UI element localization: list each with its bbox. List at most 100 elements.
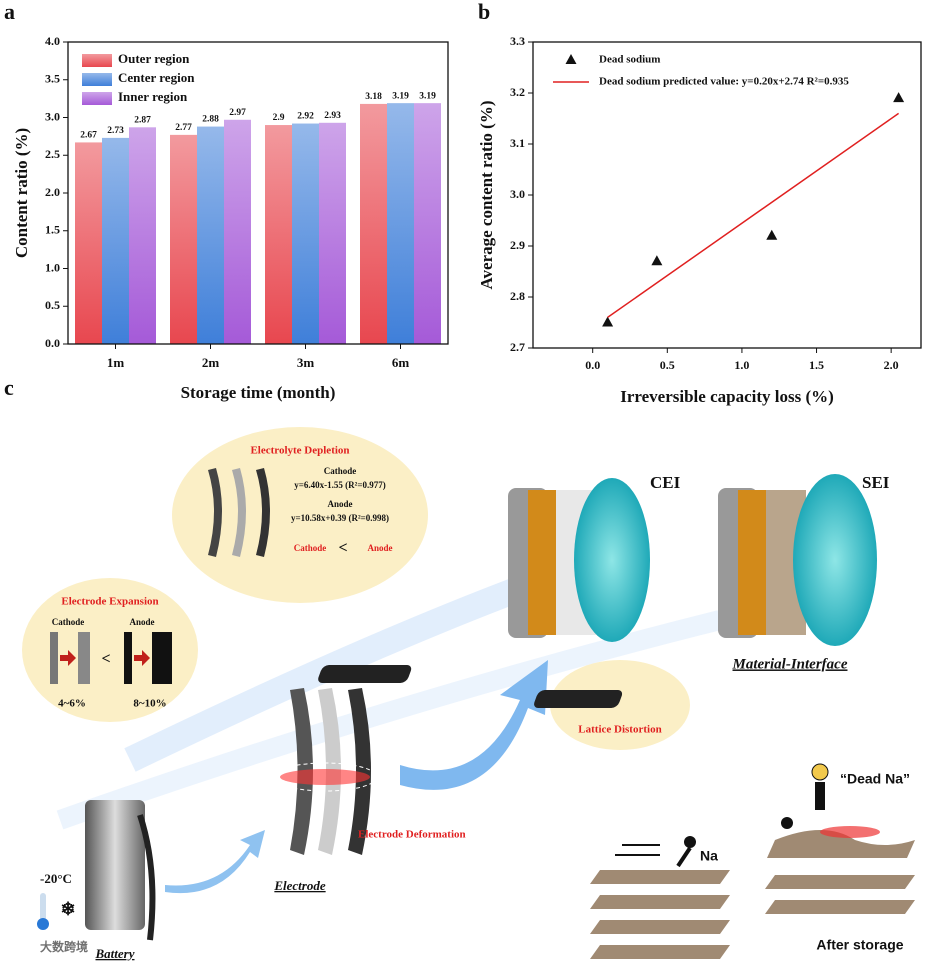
- bubble: [550, 660, 690, 750]
- active-layer: [738, 490, 768, 635]
- label: Material-Interface: [732, 656, 848, 672]
- point: [651, 255, 663, 266]
- arrow: [60, 650, 76, 666]
- arrow: [165, 830, 265, 894]
- bar: [414, 103, 441, 344]
- deformation-zone: [272, 762, 378, 792]
- electrode: [152, 632, 172, 684]
- bar: [224, 119, 251, 344]
- x-tick-label: 1.0: [734, 358, 749, 372]
- y-tick-label: 0.0: [45, 336, 60, 350]
- value-label: 2.93: [324, 111, 341, 121]
- label: SEI: [862, 473, 890, 492]
- x-tick-label: 6m: [392, 355, 410, 370]
- value-label: 2.77: [175, 123, 192, 133]
- x-tick-label: 0.5: [660, 358, 675, 372]
- label: “Dead Na”: [840, 771, 910, 787]
- y-tick-label: 1.5: [45, 223, 60, 237]
- legend-swatch: [82, 73, 112, 86]
- label: Na: [700, 848, 718, 864]
- label: Cathode: [52, 617, 85, 627]
- y-tick-label: 1.0: [45, 260, 60, 274]
- label: CEI: [650, 473, 681, 492]
- bar: [170, 134, 197, 344]
- legend-label: Outer region: [118, 51, 190, 66]
- bar: [360, 103, 387, 344]
- legend-swatch: [82, 54, 112, 67]
- label: Electrode Deformation: [358, 829, 466, 841]
- legend-label: Inner region: [118, 89, 188, 104]
- y-tick-label: 4.0: [45, 34, 60, 48]
- label: After storage: [816, 937, 903, 953]
- label: Anode: [327, 499, 352, 509]
- watermark: 大数跨境: [40, 939, 88, 954]
- y-tick-label: 3.0: [510, 187, 525, 201]
- label: Electrode: [273, 878, 325, 893]
- label: Lattice Distortion: [578, 724, 661, 736]
- arrow: [400, 660, 548, 790]
- y-tick-label: 3.0: [45, 109, 60, 123]
- x-axis-label: Storage time (month): [181, 383, 336, 402]
- electrode: [348, 688, 371, 855]
- value-label: 2.9: [273, 113, 285, 123]
- label: 8~10%: [133, 698, 166, 710]
- label: y=10.58x+0.39 (R²=0.998): [291, 513, 389, 523]
- label: 4~6%: [58, 698, 86, 710]
- y-axis-label: Average content ratio (%): [477, 101, 496, 290]
- y-axis-label: Content ratio (%): [12, 128, 31, 258]
- value-label: 2.87: [134, 116, 151, 126]
- y-tick-label: 2.8: [510, 289, 525, 303]
- label: Electrode Expansion: [61, 596, 158, 608]
- value-label: 2.92: [297, 112, 314, 122]
- y-tick-label: 2.9: [510, 238, 525, 252]
- plot-frame: [532, 41, 922, 349]
- electrode: [124, 632, 132, 684]
- electrode: [208, 468, 222, 557]
- x-tick-label: 2m: [202, 355, 220, 370]
- label: Battery: [95, 946, 135, 961]
- y-tick-label: 2.5: [45, 147, 60, 161]
- legend-label: Dead sodium: [599, 54, 660, 66]
- sodium-layers: [590, 763, 915, 959]
- electrode: [232, 468, 246, 557]
- x-tick-label: 3m: [297, 355, 315, 370]
- legend-label: Center region: [118, 70, 195, 85]
- value-label: 2.88: [202, 115, 219, 125]
- y-tick-label: 2.7: [510, 340, 525, 354]
- point: [766, 229, 778, 240]
- electrolyte-disc: [574, 478, 650, 642]
- legend-swatch: [82, 92, 112, 105]
- deformation-zone: [280, 769, 370, 785]
- label: <: [101, 651, 110, 668]
- x-tick-label: 2.0: [884, 358, 899, 372]
- panel-label: a: [4, 0, 15, 24]
- label: Anode: [129, 617, 154, 627]
- flow-band: [56, 610, 723, 830]
- label: Electrolyte Depletion: [250, 445, 349, 457]
- x-tick-label: 0.0: [585, 358, 600, 372]
- panel-label: b: [478, 0, 490, 24]
- y-tick-label: 2.0: [45, 185, 60, 199]
- battery-wrap: [137, 814, 156, 941]
- snowflake: ❄: [60, 899, 75, 919]
- y-tick-label: 0.5: [45, 298, 60, 312]
- label: Anode: [367, 543, 392, 553]
- x-tick-label: 1m: [107, 355, 125, 370]
- value-label: 3.19: [419, 91, 436, 101]
- bar: [319, 122, 346, 344]
- value-label: 2.73: [107, 126, 124, 136]
- thermometer: [37, 918, 49, 930]
- legend-marker: [565, 54, 577, 64]
- electrolyte-disc: [793, 474, 877, 646]
- bar: [129, 127, 156, 344]
- legend-label: Dead sodium predicted value: y=0.20x+2.7…: [599, 76, 849, 88]
- label: Cathode: [324, 466, 357, 476]
- active-layer: [528, 490, 558, 635]
- value-label: 3.19: [392, 91, 409, 101]
- electrode: [78, 632, 90, 684]
- x-axis-label: Irreversible capacity loss (%): [620, 387, 834, 406]
- lattice: [318, 665, 412, 683]
- label: Cathode: [294, 543, 327, 553]
- battery: [85, 800, 145, 930]
